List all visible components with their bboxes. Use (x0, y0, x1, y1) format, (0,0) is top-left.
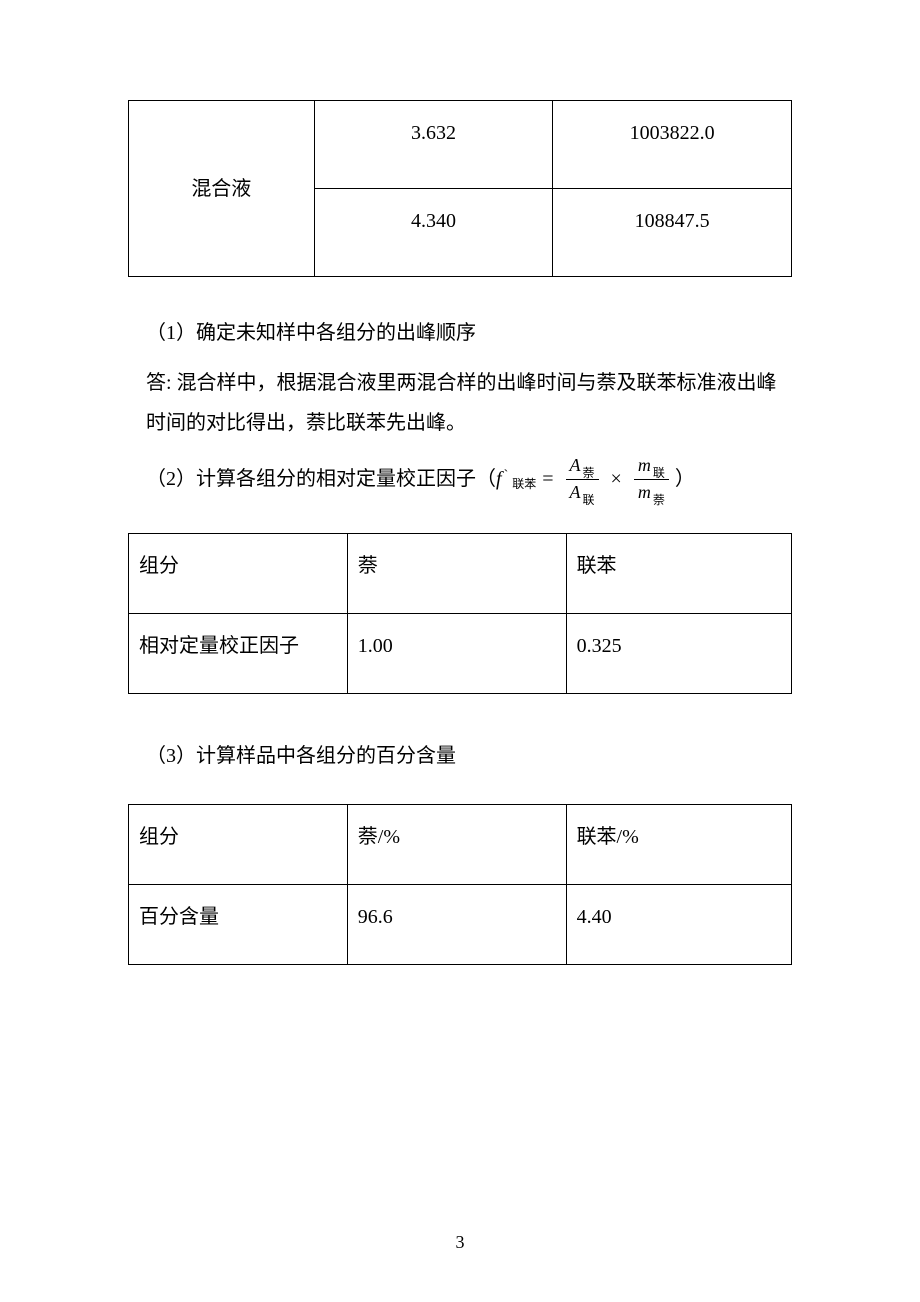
f-backtick: ` (504, 463, 509, 488)
answer-text: 混合样中，根据混合液里两混合样的出峰时间与萘及联苯标准液出峰时间的对比得出，萘比… (146, 372, 777, 434)
t3-r3: 4.40 (566, 885, 791, 965)
t2-h2: 萘 (347, 534, 566, 614)
m-lian: m (638, 455, 651, 475)
t2-r1: 相对定量校正因子 (129, 614, 348, 694)
t3-h3: 联苯/% (566, 805, 791, 885)
t2-r3: 0.325 (566, 614, 791, 694)
m-lian-sub: 联 (653, 466, 665, 480)
question-3-label: （3）计算样品中各组分的百分含量 (146, 738, 792, 774)
t2-h3: 联苯 (566, 534, 791, 614)
page-number: 3 (0, 1226, 920, 1258)
t3-r2: 96.6 (347, 885, 566, 965)
f-var: f (496, 461, 502, 497)
mixture-time-1: 3.632 (314, 101, 553, 189)
eq-sign: = (542, 461, 553, 497)
mixture-area-2: 108847.5 (553, 189, 792, 277)
A-nai-sub: 萘 (583, 466, 595, 480)
m-nai: m (638, 482, 651, 502)
t3-h2: 萘/% (347, 805, 566, 885)
mixture-data-table: 混合液 3.632 1003822.0 4.340 108847.5 (128, 100, 792, 277)
t2-h1: 组分 (129, 534, 348, 614)
mixture-row-label: 混合液 (129, 101, 315, 277)
percentage-table: 组分 萘/% 联苯/% 百分含量 96.6 4.40 (128, 804, 792, 965)
mixture-area-1: 1003822.0 (553, 101, 792, 189)
frac-A: A萘 A联 (566, 455, 599, 503)
A-lian: A (570, 482, 581, 502)
t2-r2: 1.00 (347, 614, 566, 694)
correction-factor-table: 组分 萘 联苯 相对定量校正因子 1.00 0.325 (128, 533, 792, 694)
A-nai: A (570, 455, 581, 475)
frac-m: m联 m萘 (634, 455, 669, 503)
times-sign: × (611, 461, 622, 497)
question-2-line: （2）计算各组分的相对定量校正因子（ f ` 联苯 = A萘 A联 × m联 m… (146, 455, 792, 503)
question-2-suffix: ） (675, 461, 695, 497)
f-sub: 联苯 (512, 474, 536, 496)
A-lian-sub: 联 (583, 493, 595, 507)
correction-factor-formula: f ` 联苯 = A萘 A联 × m联 m萘 (496, 455, 675, 503)
question-1-label: （1）确定未知样中各组分的出峰顺序 (146, 313, 792, 353)
answer-prefix: 答: (146, 372, 172, 394)
mixture-time-2: 4.340 (314, 189, 553, 277)
t3-r1: 百分含量 (129, 885, 348, 965)
m-nai-sub: 萘 (653, 493, 665, 507)
question-2-prefix: （2）计算各组分的相对定量校正因子（ (146, 461, 496, 497)
question-1-answer: 答: 混合样中，根据混合液里两混合样的出峰时间与萘及联苯标准液出峰时间的对比得出… (146, 363, 792, 443)
t3-h1: 组分 (129, 805, 348, 885)
